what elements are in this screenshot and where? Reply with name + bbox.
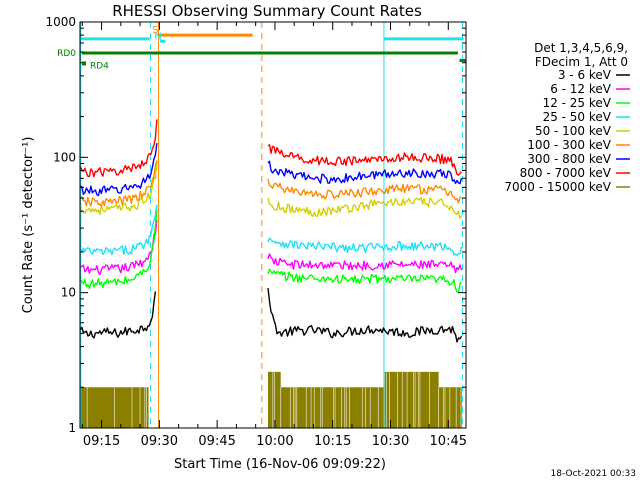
legend-label-3-6-kev: 3 - 6 keV	[558, 68, 612, 82]
x-tick-label: 09:45	[198, 434, 235, 449]
x-tick-label: 10:15	[314, 434, 351, 449]
flag-rd4-marker	[82, 61, 86, 66]
x-tick-label: 10:45	[430, 434, 467, 449]
series-12-25-kev	[267, 268, 463, 293]
y-tick-label: 1	[68, 421, 76, 435]
flag-label-n: N	[154, 31, 161, 42]
legend-label-50-100-kev: 50 - 100 keV	[535, 124, 612, 138]
flag-label-rd0: RD0	[57, 49, 76, 59]
chart-title: RHESSI Observing Summary Count Rates	[112, 2, 422, 20]
series-7000-15000-kev-band	[438, 387, 463, 428]
series-300-800-kev	[80, 143, 158, 197]
x-tick-label: 10:00	[256, 434, 293, 449]
y-axis-label: Count Rate (s⁻¹ detector⁻¹)	[21, 137, 36, 314]
y-tick-label: 100	[53, 150, 76, 164]
series-7000-15000-kev-band-texture	[86, 387, 147, 428]
legend-label-800-7000-kev: 800 - 7000 keV	[520, 166, 612, 180]
series-100-300-kev	[267, 178, 462, 204]
series-6-12-kev	[267, 253, 463, 274]
plot-frame	[79, 21, 467, 429]
series-25-50-kev	[80, 204, 158, 256]
legend-label-7000-15000-kev: 7000 - 15000 keV	[504, 180, 611, 194]
legend-label-100-300-kev: 100 - 300 keV	[527, 138, 611, 152]
x-axis-label: Start Time (16-Nov-06 09:09:22)	[174, 457, 386, 472]
legend-header-line: Det 1,3,4,5,6,9,	[534, 41, 628, 55]
series-3-6-kev	[267, 288, 463, 343]
legend-header-line: FDecim 1, Att 0	[535, 55, 628, 69]
y-tick-label: 1000	[45, 15, 76, 29]
x-tick-label: 09:30	[141, 434, 178, 449]
series-7000-15000-kev-band-texture	[280, 387, 386, 428]
series-300-800-kev	[267, 160, 463, 185]
series-7000-15000-kev-band-texture	[385, 371, 430, 428]
series-7000-15000-kev-band-texture	[272, 371, 275, 428]
series-800-7000-kev	[267, 144, 463, 176]
series-3-6-kev	[80, 291, 157, 339]
series-25-50-kev	[267, 237, 463, 257]
series-50-100-kev	[80, 162, 158, 216]
series-12-25-kev	[80, 209, 158, 290]
series-800-7000-kev	[80, 119, 158, 178]
legend-label-300-800-kev: 300 - 800 keV	[527, 152, 611, 166]
footer-date: 18-Oct-2021 00:33	[551, 469, 636, 479]
series-6-12-kev	[80, 219, 158, 276]
x-tick-label: 10:30	[372, 434, 409, 449]
legend-label-6-12-kev: 6 - 12 keV	[550, 82, 612, 96]
flag-label-s: S	[152, 25, 158, 36]
x-tick-label: 09:15	[83, 434, 120, 449]
series-7000-15000-kev-band-texture	[438, 387, 462, 428]
series-7000-15000-kev-band	[384, 371, 439, 428]
series-50-100-kev	[267, 196, 463, 219]
flag-label-rd4: RD4	[90, 61, 109, 71]
y-tick-label: 10	[61, 286, 76, 300]
legend-label-25-50-kev: 25 - 50 keV	[543, 110, 612, 124]
legend-label-12-25-kev: 12 - 25 keV	[543, 96, 612, 110]
series-100-300-kev	[80, 160, 158, 208]
